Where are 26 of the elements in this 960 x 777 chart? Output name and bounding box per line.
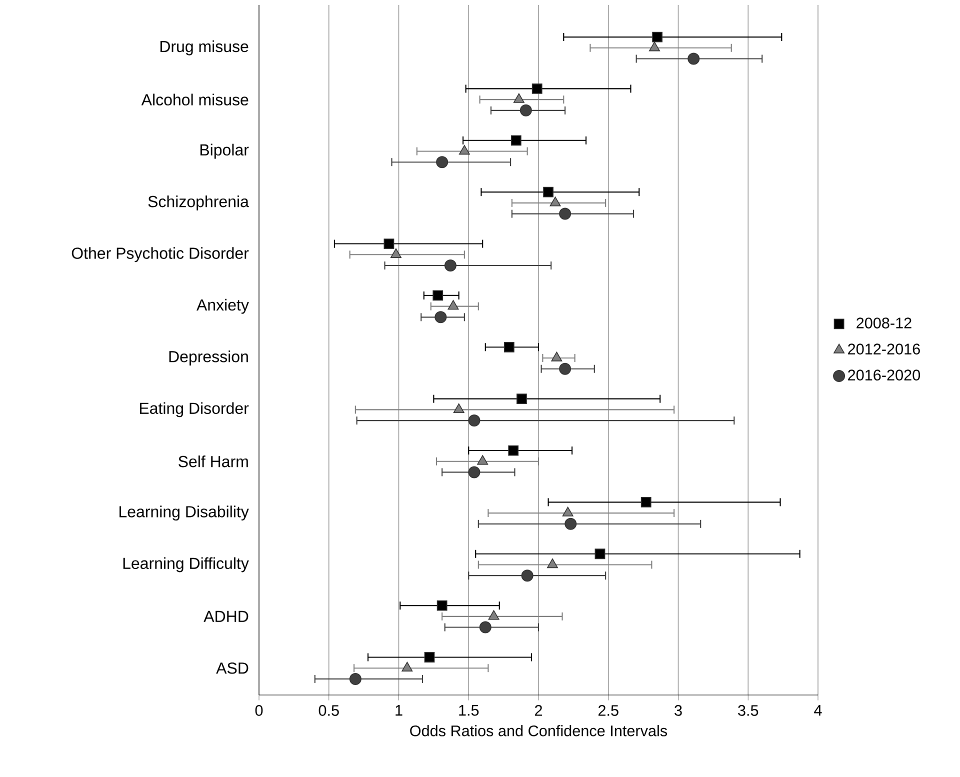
x-tick-label: 1 (396, 705, 402, 716)
y-tick-label: Drug misuse (160, 40, 248, 56)
x-tick-label: 2 (535, 705, 542, 716)
y-tick-label: Other Psychotic Disorder (72, 247, 249, 262)
x-tick-label: 3 (674, 705, 682, 716)
legend-label: 2012-2016 (848, 344, 920, 354)
y-tick-label: ASD (216, 662, 248, 674)
y-tick-label: Depression (169, 350, 248, 366)
legend-label: 2008-12 (856, 318, 912, 328)
y-tick-label: Self Harm (178, 456, 248, 468)
y-tick-label: Schizophrenia (148, 195, 249, 210)
y-tick-label: Anxiety (196, 298, 249, 314)
y-tick-label: Learning Difficulty (123, 557, 249, 572)
legend-label: 2016-2020 (848, 370, 920, 381)
x-tick-label: 0 (255, 705, 263, 716)
y-tick-label: Alcohol misuse (141, 94, 248, 106)
x-tick-label: 0.5 (318, 705, 339, 716)
x-tick-label: 1.5 (459, 705, 479, 716)
x-tick-label: 3.5 (738, 705, 758, 716)
y-tick-label: Eating Disorder (140, 402, 249, 418)
x-tick-label: 2.5 (598, 705, 618, 716)
x-axis-title: Odds Ratios and Confidence Intervals (410, 725, 668, 736)
y-tick-label: Bipolar (200, 144, 249, 159)
y-tick-label: ADHD (204, 610, 248, 622)
x-tick-label: 4 (814, 705, 822, 716)
y-tick-label: Learning Disability (120, 506, 249, 521)
